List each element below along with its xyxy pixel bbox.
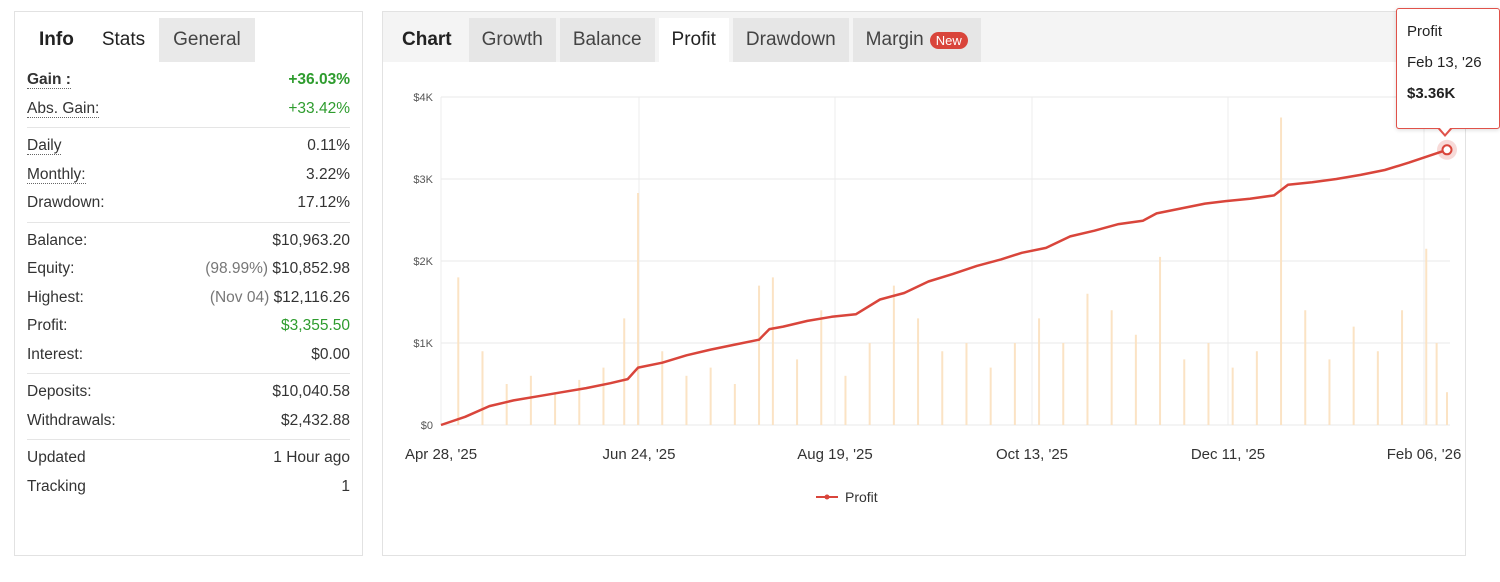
funds-group: Deposits: $10,040.58 Withdrawals: $2,432… xyxy=(27,374,350,440)
drawdown-value: 17.12% xyxy=(297,194,350,212)
profit-label: Profit: xyxy=(27,317,68,335)
balance-row: Balance: $10,963.20 xyxy=(27,227,350,256)
tooltip-value: $3.36K xyxy=(1407,85,1456,102)
equity-value: $10,852.98 xyxy=(272,260,350,278)
tracking-row: Tracking 1 xyxy=(27,473,350,502)
profit-value: $3,355.50 xyxy=(281,317,350,335)
tooltip-pointer-inner xyxy=(1439,127,1451,134)
tab-profit[interactable]: Profit xyxy=(658,18,729,62)
tooltip-date: Feb 13, '26 xyxy=(1407,54,1482,71)
y-tick-label: $2K xyxy=(413,256,433,268)
tab-chart[interactable]: Chart xyxy=(389,18,465,62)
new-badge: New xyxy=(929,31,968,49)
tab-growth[interactable]: Growth xyxy=(468,18,556,62)
daily-label[interactable]: Daily xyxy=(27,137,62,156)
highest-value-wrap: (Nov 04) $12,116.26 xyxy=(210,289,350,307)
updated-row: Updated 1 Hour ago xyxy=(27,444,350,473)
x-tick-label: Jun 24, '25 xyxy=(603,446,676,463)
monthly-row: Monthly: 3.22% xyxy=(27,161,350,190)
profit-row: Profit: $3,355.50 xyxy=(27,312,350,341)
tab-general[interactable]: General xyxy=(159,18,255,62)
rate-group: Daily 0.11% Monthly: 3.22% Drawdown: 17.… xyxy=(27,128,350,223)
stats-panel: Info Stats General Gain : +36.03% Abs. G… xyxy=(14,11,363,556)
stats-tabs: Info Stats General xyxy=(15,12,362,62)
deposits-row: Deposits: $10,040.58 xyxy=(27,378,350,407)
x-tick-label: Oct 13, '25 xyxy=(996,446,1068,463)
abs-gain-row: Abs. Gain: +33.42% xyxy=(27,95,350,124)
drawdown-label: Drawdown: xyxy=(27,194,105,212)
y-tick-label: $0 xyxy=(421,420,433,432)
deposits-label: Deposits: xyxy=(27,383,92,401)
tab-stats[interactable]: Stats xyxy=(87,18,160,62)
tab-info[interactable]: Info xyxy=(25,18,88,62)
profit-series-line xyxy=(440,148,1448,427)
deposits-value: $10,040.58 xyxy=(272,383,350,401)
tab-margin[interactable]: Margin New xyxy=(852,18,981,62)
tab-drawdown[interactable]: Drawdown xyxy=(732,18,849,62)
highest-row: Highest: (Nov 04) $12,116.26 xyxy=(27,284,350,313)
abs-gain-label[interactable]: Abs. Gain: xyxy=(27,99,100,118)
x-tick-label: Dec 11, '25 xyxy=(1191,446,1265,463)
updated-value: 1 Hour ago xyxy=(273,449,350,467)
tracking-value: 1 xyxy=(341,477,350,495)
highest-date: (Nov 04) xyxy=(209,288,270,306)
stats-list: Gain : +36.03% Abs. Gain: +33.42% Daily … xyxy=(15,62,362,505)
x-tick-label: Feb 06, '26 xyxy=(1387,446,1462,463)
drawdown-row: Drawdown: 17.12% xyxy=(27,189,350,218)
tooltip-series: Profit xyxy=(1407,23,1443,40)
account-group: Balance: $10,963.20 Equity: (98.99%) $10… xyxy=(27,223,350,374)
legend-marker xyxy=(824,494,830,500)
daily-row: Daily 0.11% xyxy=(27,132,350,161)
equity-label: Equity: xyxy=(27,260,75,278)
profit-point xyxy=(1441,144,1453,156)
tab-balance[interactable]: Balance xyxy=(559,18,655,62)
x-tick-label: Aug 19, '25 xyxy=(797,446,872,463)
interest-label: Interest: xyxy=(27,345,83,363)
withdrawals-label: Withdrawals: xyxy=(27,411,116,429)
meta-group: Updated 1 Hour ago Tracking 1 xyxy=(27,440,350,505)
monthly-value: 3.22% xyxy=(306,165,350,183)
daily-value: 0.11% xyxy=(307,137,350,155)
chart-tooltip: Profit Feb 13, '26 $3.36K xyxy=(1396,8,1500,129)
interest-value: $0.00 xyxy=(311,345,350,363)
y-tick-label: $1K xyxy=(413,338,433,350)
abs-gain-value: +33.42% xyxy=(288,99,350,117)
gain-group: Gain : +36.03% Abs. Gain: +33.42% xyxy=(27,62,350,128)
gain-label[interactable]: Gain : xyxy=(27,71,71,90)
equity-row: Equity: (98.99%) $10,852.98 xyxy=(27,255,350,284)
legend-label: Profit xyxy=(845,489,878,505)
withdrawals-value: $2,432.88 xyxy=(281,411,350,429)
chart-tabs: Chart Growth Balance Profit Drawdown Mar… xyxy=(383,12,1465,62)
highest-label: Highest: xyxy=(27,288,84,306)
x-tick-label: Apr 28, '25 xyxy=(405,446,477,463)
monthly-label[interactable]: Monthly: xyxy=(27,165,86,184)
withdrawals-row: Withdrawals: $2,432.88 xyxy=(27,407,350,436)
y-tick-label: $4K xyxy=(413,92,433,104)
balance-label: Balance: xyxy=(27,231,88,249)
updated-label: Updated xyxy=(27,449,86,467)
y-tick-label: $3K xyxy=(413,174,433,186)
tab-margin-label: Margin xyxy=(865,29,924,50)
gain-row: Gain : +36.03% xyxy=(27,66,350,95)
interest-row: Interest: $0.00 xyxy=(27,341,350,370)
highest-value: $12,116.26 xyxy=(273,288,350,306)
gain-value: +36.03% xyxy=(288,71,350,89)
balance-value: $10,963.20 xyxy=(272,231,350,249)
tracking-label: Tracking xyxy=(27,477,86,495)
equity-value-wrap: (98.99%) $10,852.98 xyxy=(205,260,350,278)
equity-percent: (98.99%) xyxy=(205,260,269,278)
